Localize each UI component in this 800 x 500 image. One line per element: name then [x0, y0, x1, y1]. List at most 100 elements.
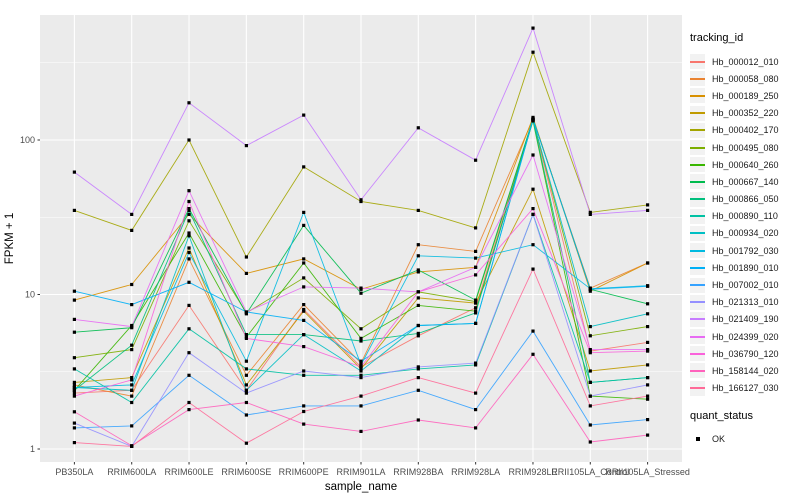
data-point — [474, 309, 478, 313]
data-point — [416, 365, 420, 369]
data-point — [646, 397, 650, 401]
data-point — [72, 317, 76, 321]
data-point — [187, 189, 191, 193]
legend-label: Hb_000934_020 — [712, 228, 779, 239]
x-axis-tick-label: RRIM928LA — [451, 467, 500, 477]
data-point — [646, 261, 650, 265]
data-point — [359, 327, 363, 331]
data-point — [302, 309, 306, 313]
data-point — [416, 418, 420, 422]
data-point — [187, 246, 191, 250]
data-point — [244, 333, 248, 337]
data-point — [416, 388, 420, 392]
legend-title-tracking-id: tracking_id — [690, 32, 744, 44]
data-point — [359, 365, 363, 369]
data-point — [416, 296, 420, 300]
data-point — [474, 158, 478, 162]
legend-key-swatch — [690, 363, 705, 379]
legend-key-swatch — [690, 380, 705, 396]
legend-item-Hb_000495_080: Hb_000495_080 — [690, 139, 800, 156]
data-point — [359, 291, 363, 295]
data-point — [359, 359, 363, 363]
data-point — [416, 376, 420, 380]
data-point — [588, 334, 592, 338]
data-point — [244, 413, 248, 417]
data-point — [187, 250, 191, 255]
x-axis-tick-label: PB350LA — [55, 467, 93, 477]
data-point — [416, 254, 420, 258]
data-point — [130, 394, 134, 398]
data-point — [72, 289, 76, 293]
legend-label: Hb_000058_080 — [712, 73, 779, 84]
legend-label: Hb_021409_190 — [712, 314, 779, 325]
y-axis-tick-label: 1 — [30, 444, 35, 454]
data-point — [588, 369, 592, 373]
data-point — [187, 280, 191, 284]
data-point — [646, 349, 650, 353]
y-axis-tick-label: 10 — [25, 290, 35, 300]
data-point — [531, 352, 535, 356]
data-point — [130, 400, 134, 405]
data-point — [646, 383, 650, 387]
data-point — [588, 380, 592, 384]
data-point — [72, 441, 76, 445]
legend-key-swatch — [690, 140, 705, 156]
data-point — [474, 256, 478, 260]
data-point — [531, 243, 535, 247]
data-point — [302, 261, 306, 265]
data-point — [474, 298, 478, 302]
x-axis-tick-label: RRIM600PE — [279, 467, 329, 477]
legend-item-Hb_001890_010: Hb_001890_010 — [690, 259, 800, 276]
data-point — [474, 273, 478, 277]
data-point — [474, 391, 478, 395]
data-point — [244, 373, 248, 377]
data-point — [302, 318, 306, 322]
data-point — [531, 153, 535, 157]
x-axis-tick-label: RRIM928LE — [508, 467, 557, 477]
legend-item-Hb_000667_140: Hb_000667_140 — [690, 173, 800, 190]
data-point — [588, 394, 592, 398]
x-axis-tick-label: RRII105LA_Stressed — [605, 467, 690, 477]
legend-item-Hb_166127_030: Hb_166127_030 — [690, 380, 800, 397]
x-axis-tick-label: RRIM600LA — [107, 467, 156, 477]
data-point — [588, 287, 592, 291]
data-point — [302, 165, 306, 169]
legend-key-swatch — [690, 122, 705, 138]
data-point — [646, 208, 650, 212]
data-point — [646, 340, 650, 344]
data-point — [646, 325, 650, 329]
legend-key-swatch — [690, 105, 705, 121]
data-point — [72, 421, 76, 425]
data-point — [588, 423, 592, 427]
data-point — [302, 404, 306, 408]
x-axis-tick-label: RRIM600SE — [221, 467, 271, 477]
data-point — [359, 367, 363, 371]
legend-label: Hb_007002_010 — [712, 280, 779, 291]
data-point — [474, 426, 478, 430]
data-point — [302, 409, 306, 414]
legend-label: Hb_021313_010 — [712, 297, 779, 308]
data-point — [588, 348, 592, 352]
data-point — [187, 199, 191, 204]
data-point — [359, 286, 363, 290]
data-point — [187, 101, 191, 105]
data-point — [646, 418, 650, 422]
data-point — [359, 376, 363, 380]
data-point — [72, 170, 76, 174]
data-point — [187, 207, 191, 211]
data-point — [359, 361, 363, 365]
data-point — [531, 267, 535, 271]
legend-item-Hb_024399_020: Hb_024399_020 — [690, 328, 800, 345]
data-point — [588, 351, 592, 355]
legend-item-Hb_000890_110: Hb_000890_110 — [690, 208, 800, 225]
legend-key-swatch — [690, 277, 705, 293]
data-point — [72, 410, 76, 414]
data-point — [72, 356, 76, 360]
data-point — [187, 219, 191, 223]
data-point — [646, 284, 650, 288]
data-point — [302, 257, 306, 261]
legend-item-Hb_000402_170: Hb_000402_170 — [690, 122, 800, 139]
data-point — [416, 323, 420, 328]
legend-key-swatch — [690, 54, 705, 70]
